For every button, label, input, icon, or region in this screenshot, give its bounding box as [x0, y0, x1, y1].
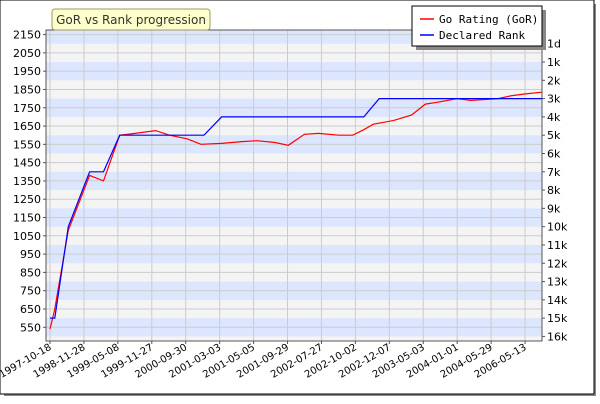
left-tick-label: 750 [20, 285, 41, 298]
left-tick-label: 650 [20, 303, 41, 316]
right-tick-label: 13k [547, 276, 568, 289]
right-tick-label: 11k [547, 239, 568, 252]
legend-box [411, 5, 543, 47]
legend-label-rank: Declared Rank [439, 29, 525, 42]
left-tick-label: 1750 [13, 102, 41, 115]
right-tick-label: 12k [547, 257, 568, 270]
right-tick-label: 14k [547, 294, 568, 307]
right-tick-label: 4k [547, 111, 561, 124]
right-tick-label: 16k [547, 330, 568, 343]
left-axis: 550 650 750 850 950 1050 1150 1250 1350 1450 1550 1… [13, 29, 46, 334]
left-tick-label: 1950 [13, 65, 41, 78]
horizontal-gridlines [46, 34, 542, 328]
left-tick-label: 950 [20, 248, 41, 261]
right-tick-label: 9k [547, 202, 561, 215]
right-axis: 1d 1k 2k 3k 4k 5k 6k 7k 8k 9k 10k 11k 12k 13k 14k 15k 16… [542, 38, 568, 343]
series-group [49, 91, 543, 330]
left-tick-label: 1650 [13, 120, 41, 133]
right-tick-label: 6k [547, 147, 561, 160]
right-tick-label: 2k [547, 74, 561, 87]
right-tick-label: 3k [547, 93, 561, 106]
chart-title: GoR vs Rank progression [56, 13, 206, 27]
legend-label-gor: Go Rating (GoR) [439, 13, 538, 26]
left-tick-label: 1250 [13, 193, 41, 206]
left-tick-label: 1450 [13, 157, 41, 170]
left-tick-label: 1050 [13, 230, 41, 243]
right-tick-label: 1d [547, 38, 561, 51]
left-tick-label: 1550 [13, 138, 41, 151]
legend: Go Rating (GoR) Declared Rank [411, 5, 546, 50]
left-tick-label: 2150 [13, 29, 41, 42]
left-tick-label: 1150 [13, 212, 41, 225]
left-tick-label: 2050 [13, 47, 41, 60]
left-tick-label: 550 [20, 321, 41, 334]
plot-border [45, 29, 543, 342]
right-tick-label: 15k [547, 312, 568, 325]
chart-title-box: GoR vs Rank progression [51, 8, 211, 31]
right-tick-label: 5k [547, 129, 561, 142]
right-tick-label: 7k [547, 166, 561, 179]
left-tick-label: 1850 [13, 83, 41, 96]
title-background [51, 8, 211, 31]
left-tick-label: 850 [20, 266, 41, 279]
right-tick-label: 8k [547, 184, 561, 197]
right-tick-label: 1k [547, 56, 561, 69]
series-line-rank [50, 97, 542, 319]
right-tick-label: 10k [547, 221, 568, 234]
left-tick-label: 1350 [13, 175, 41, 188]
